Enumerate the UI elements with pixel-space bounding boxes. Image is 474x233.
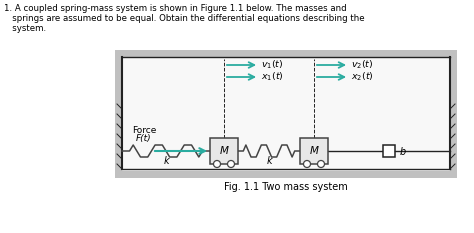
Bar <box>383 145 395 157</box>
Text: Force: Force <box>132 126 156 135</box>
Text: 1. A coupled spring-mass system is shown in Figure 1.1 below. The masses and: 1. A coupled spring-mass system is shown… <box>4 4 346 13</box>
Text: b: b <box>400 147 406 157</box>
Bar <box>115 50 457 178</box>
Text: $v_2(t)$: $v_2(t)$ <box>351 59 374 71</box>
Circle shape <box>213 161 220 168</box>
Text: F(t): F(t) <box>136 134 152 143</box>
Bar <box>300 138 328 164</box>
Circle shape <box>303 161 310 168</box>
Text: springs are assumed to be equal. Obtain the differential equations describing th: springs are assumed to be equal. Obtain … <box>4 14 365 23</box>
Circle shape <box>228 161 235 168</box>
Circle shape <box>318 161 325 168</box>
Text: $x_2(t)$: $x_2(t)$ <box>351 71 374 83</box>
Text: Fig. 1.1 Two mass system: Fig. 1.1 Two mass system <box>224 182 348 192</box>
Text: system.: system. <box>4 24 46 33</box>
Text: $x_1(t)$: $x_1(t)$ <box>261 71 284 83</box>
Bar <box>122 57 450 171</box>
Bar <box>210 138 238 164</box>
Text: M: M <box>310 146 319 156</box>
Text: $v_1(t)$: $v_1(t)$ <box>261 59 283 71</box>
Text: k: k <box>266 156 272 166</box>
Text: M: M <box>219 146 228 156</box>
Text: k: k <box>163 156 169 166</box>
